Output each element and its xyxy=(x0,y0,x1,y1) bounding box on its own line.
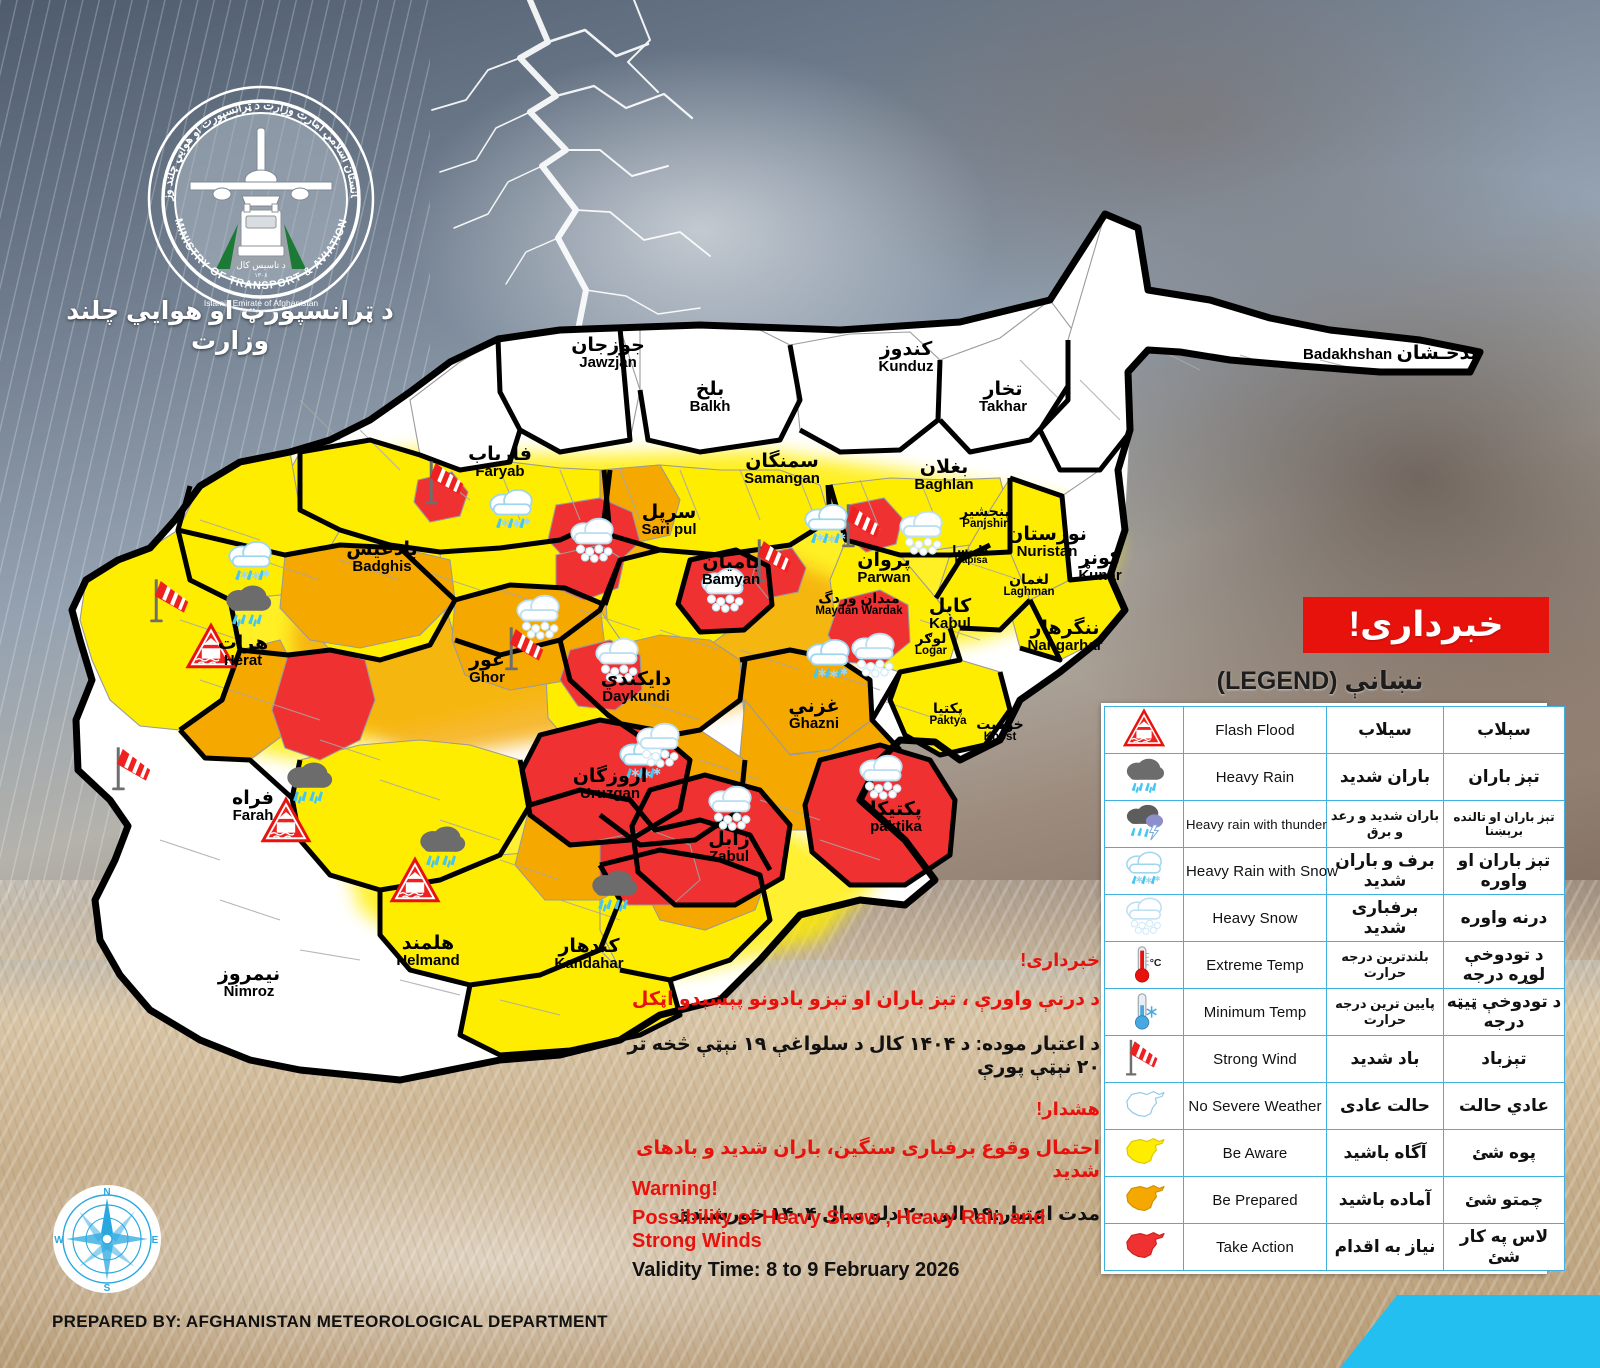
legend-label-pashto: چمتو شئ xyxy=(1443,1176,1565,1224)
legend-label-dari: باد شدید xyxy=(1326,1035,1444,1083)
legend-label-english: Strong Wind xyxy=(1183,1035,1327,1083)
legend-label-dari: باران شدید xyxy=(1326,753,1444,801)
legend-label-dari: برفباری شدید xyxy=(1326,894,1444,942)
legend-label-dari: برف و باران شدید xyxy=(1326,847,1444,895)
legend-row: Flash Flood سیلاب سېلاب xyxy=(1104,706,1565,754)
legend-label-pashto: پوه شئ xyxy=(1443,1129,1565,1177)
ministry-name-pashto: د ټرانسپورټ او هوايي چلند وزارت xyxy=(66,297,394,355)
rain-snow-icon xyxy=(1104,847,1184,895)
legend-label-english: Heavy Snow xyxy=(1183,894,1327,942)
legend-label-dari: پایین ترین درجه حرارت xyxy=(1326,988,1444,1036)
compass-north-label: N xyxy=(103,1187,110,1198)
legend-label-pashto: تېز باران او واوره xyxy=(1443,847,1565,895)
legend-label-dari: باران شدید و رعد و برق xyxy=(1326,800,1444,848)
be-aware-icon xyxy=(1104,1129,1184,1177)
take-action-icon xyxy=(1104,1223,1184,1271)
legend-row: Minimum Temp پایین ترین درجه حرارت د تودوخ… xyxy=(1104,988,1565,1036)
legend-label-english: No Severe Weather xyxy=(1183,1082,1327,1130)
legend-label-dari: سیلاب xyxy=(1326,706,1444,754)
heavy-snow-icon xyxy=(1104,894,1184,942)
legend-table: Flash Flood سیلاب سېلاب Heavy Rain باران شد… xyxy=(1104,706,1565,1271)
svg-text:Islamic Emirate of Afghanistan: Islamic Emirate of Afghanistan xyxy=(204,298,319,308)
be-prepared-icon xyxy=(1104,1176,1184,1224)
svg-text:°C: °C xyxy=(1150,957,1162,968)
legend-label-pashto: تېز باران او تالنده برېښنا xyxy=(1443,800,1565,848)
legend-label-english: Flash Flood xyxy=(1183,706,1327,754)
legend-row: Be Prepared آماده باشید چمتو شئ xyxy=(1104,1176,1565,1224)
legend-label-pashto: درنه واوره xyxy=(1443,894,1565,942)
legend-label-pashto: تېز باران xyxy=(1443,753,1565,801)
legend-label-english: Take Action xyxy=(1183,1223,1327,1271)
no-severe-weather-icon xyxy=(1104,1082,1184,1130)
legend-row: Strong Wind باد شدید تېزباد xyxy=(1104,1035,1565,1083)
legend-row: Be Aware آگاه باشید پوه شئ xyxy=(1104,1129,1565,1177)
dari-warning-heading: هشدار! xyxy=(1036,1098,1100,1119)
english-warning-heading: Warning! xyxy=(632,1178,718,1200)
legend-title: نښانې (LEGEND) xyxy=(1216,667,1424,695)
minimum-temp-icon xyxy=(1104,988,1184,1036)
dari-validity: مدت اعتبار:۱۹ الی ۲۰ دلو سال ۱۴۰۴ خورشید… xyxy=(673,1203,1100,1225)
extreme-temp-icon: °C xyxy=(1104,941,1184,989)
warning-message-block: خبرداری! د درنې واورې ، تېز باران او تېز… xyxy=(600,950,1100,1252)
flash-flood-icon xyxy=(1104,706,1184,754)
legend-row: Take Action نیاز به اقدام لاس په کار شئ xyxy=(1104,1223,1565,1271)
dari-warning-body: احتمال وقوع برفباری سنگین، باران شدید و … xyxy=(636,1137,1100,1182)
strong-wind-icon xyxy=(1104,1035,1184,1083)
legend-label-english: Extreme Temp xyxy=(1183,941,1327,989)
legend-row: Heavy Snow برفباری شدید درنه واوره xyxy=(1104,894,1565,942)
legend-label-dari: آگاه باشید xyxy=(1326,1129,1444,1177)
legend-label-pashto: عادي حالت xyxy=(1443,1082,1565,1130)
legend-label-pashto: سېلاب xyxy=(1443,706,1565,754)
compass-south-label: S xyxy=(104,1283,111,1294)
svg-text:۱۳۰۸: ۱۳۰۸ xyxy=(255,273,269,279)
legend-label-english: Heavy rain with thunder xyxy=(1183,800,1327,848)
legend-label-dari: بلندترین درجه حرارت xyxy=(1326,941,1444,989)
heavy-rain-icon xyxy=(1104,753,1184,801)
compass-east-label: E xyxy=(152,1235,159,1246)
legend-label-dari: نیاز به اقدام xyxy=(1326,1223,1444,1271)
english-warning-body: Possibility of Heavy Snow , Heavy Rain a… xyxy=(632,1207,1046,1252)
lightning-bolt-graphic xyxy=(431,0,711,330)
legend-box: Flash Flood سیلاب سېلاب Heavy Rain باران شد… xyxy=(1101,703,1565,1274)
compass-rose: N S E W xyxy=(52,1184,162,1294)
legend-label-english: Be Prepared xyxy=(1183,1176,1327,1224)
legend-label-dari: حالت عادی xyxy=(1326,1082,1444,1130)
legend-row: °C Extreme Temp بلندترین درجه حرارت د تودوخ… xyxy=(1104,941,1565,989)
legend-label-english: Heavy Rain with Snow xyxy=(1183,847,1338,895)
legend-label-pashto: د تودوخې ټیټه درجه xyxy=(1443,988,1565,1036)
warning-banner: خبرداری! xyxy=(1303,597,1549,653)
legend-label-dari: آماده باشید xyxy=(1326,1176,1444,1224)
legend-row: Heavy Rain with Snow برف و باران شدید تېز … xyxy=(1104,847,1565,895)
warning-banner-text: خبرداری! xyxy=(1348,605,1504,644)
legend-label-pashto: لاس په کار شئ xyxy=(1443,1223,1565,1271)
ministry-logo: د تاسیس کال ۱۳۰۸ د افغانستان اسلامي امار… xyxy=(141,74,376,314)
english-validity: Validity Time: 8 to 9 February 2026 xyxy=(632,1259,960,1281)
legend-row: Heavy Rain باران شدید تېز باران xyxy=(1104,753,1565,801)
legend-label-pashto: تېزباد xyxy=(1443,1035,1565,1083)
prepared-by-text: PREPARED BY: AFGHANISTAN METEOROLOGICAL … xyxy=(52,1312,608,1331)
pashto-warning-body: د درنې واورې ، تېز باران او تېزو بادونو … xyxy=(631,989,1100,1010)
rain-thunder-icon xyxy=(1104,800,1184,848)
legend-label-pashto: د تودوخې لوړه درجه xyxy=(1443,941,1565,989)
legend-row: Heavy rain with thunder باران شدید و رعد … xyxy=(1104,800,1565,848)
english-message-block: Warning! Possibility of Heavy Snow , Hea… xyxy=(632,1178,1102,1282)
compass-west-label: W xyxy=(54,1235,64,1246)
legend-label-english: Minimum Temp xyxy=(1183,988,1327,1036)
legend-label-english: Heavy Rain xyxy=(1183,753,1327,801)
pashto-warning-heading: خبرداری! xyxy=(1020,950,1100,970)
legend-row: No Severe Weather حالت عادی عادي حالت xyxy=(1104,1082,1565,1130)
svg-text:د تاسیس کال: د تاسیس کال xyxy=(236,260,286,271)
pashto-validity: د اعتبار موده: د ۱۴۰۴ کال د سلواغې ۱۹ نې… xyxy=(627,1033,1100,1078)
legend-label-english: Be Aware xyxy=(1183,1129,1327,1177)
